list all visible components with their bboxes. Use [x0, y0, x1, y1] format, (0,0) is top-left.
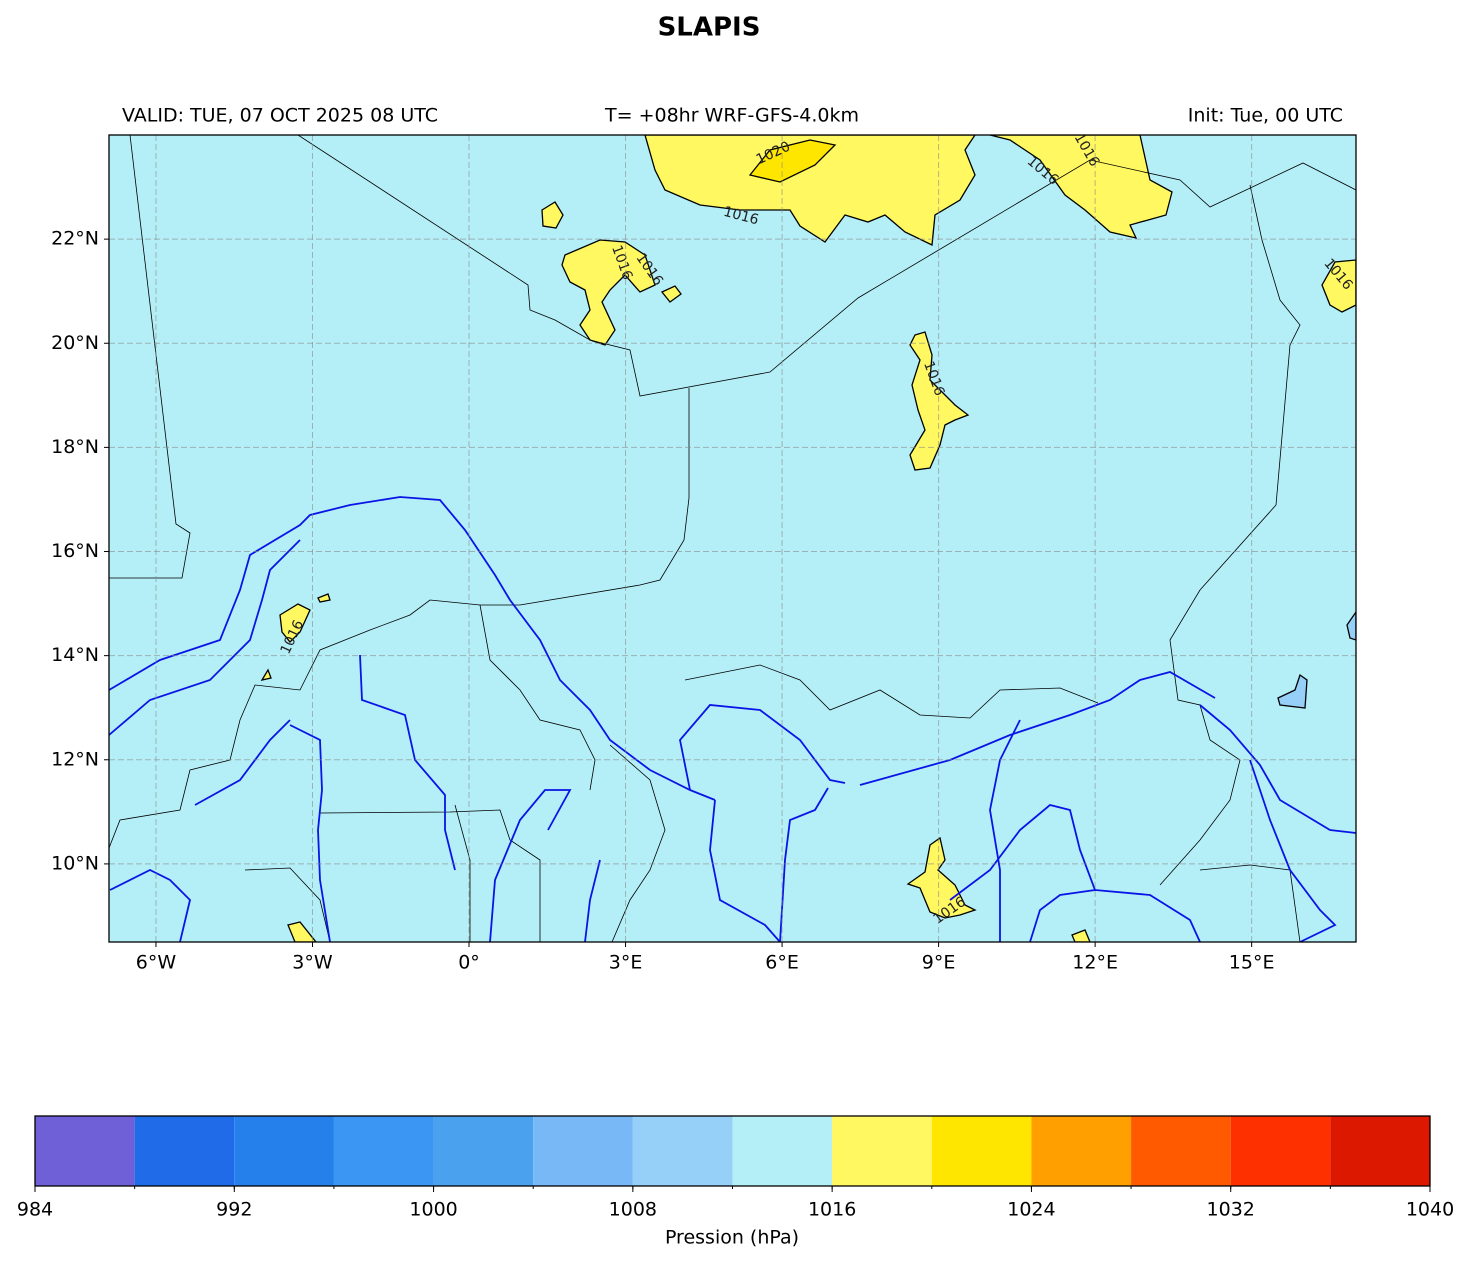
map-background	[109, 135, 1356, 942]
lon-tick-label: 12°E	[1072, 952, 1118, 974]
colorbar-bin	[234, 1116, 334, 1186]
colorbar-tick-label: 1040	[1406, 1199, 1454, 1221]
colorbar-bin	[1031, 1116, 1132, 1186]
colorbar-tick-label: 1016	[808, 1199, 856, 1221]
lat-tick-label: 22°N	[51, 228, 99, 250]
lat-tick-label: 16°N	[51, 540, 99, 562]
colorbar-bin	[732, 1116, 833, 1186]
lon-tick-label: 3°W	[292, 952, 333, 974]
lat-tick-label: 12°N	[51, 748, 99, 770]
colorbar-bin	[632, 1116, 733, 1186]
title: SLAPIS	[658, 13, 761, 43]
lon-tick-label: 3°E	[609, 952, 643, 974]
colorbar-bin	[1131, 1116, 1231, 1186]
lat-tick-label: 18°N	[51, 436, 99, 458]
init-time: Init: Tue, 00 UTC	[1188, 105, 1343, 127]
map-frame	[108, 134, 1357, 943]
colorbar-tick-label: 1032	[1207, 1199, 1255, 1221]
colorbar-bin	[533, 1116, 633, 1186]
lat-tick-label: 14°N	[51, 644, 99, 666]
lat-tick-label: 10°N	[51, 852, 99, 874]
valid-time: VALID: TUE, 07 OCT 2025 08 UTC	[122, 105, 438, 127]
lon-tick-label: 15°E	[1229, 952, 1275, 974]
colorbar-bin	[931, 1116, 1032, 1186]
colorbar-tick-label: 992	[216, 1199, 252, 1221]
colorbar-tick-label: 1008	[609, 1199, 657, 1221]
lon-tick-label: 0°	[458, 952, 480, 974]
colorbar-bin	[832, 1116, 932, 1186]
colorbar-label: Pression (hPa)	[665, 1227, 799, 1249]
colorbar-bin	[35, 1116, 135, 1186]
colorbar-tick-label: 1000	[409, 1199, 457, 1221]
run-info: T= +08hr WRF-GFS-4.0km	[604, 105, 859, 127]
map-layer: 1020 1016 1016 1016 1016 1016 1016 1016 …	[109, 135, 1356, 942]
colorbar-tick-label: 984	[17, 1199, 53, 1221]
colorbar-tick-label: 1024	[1007, 1199, 1055, 1221]
colorbar-bin	[1230, 1116, 1331, 1186]
lon-tick-label: 9°E	[922, 952, 956, 974]
graticule	[109, 135, 1356, 942]
colorbar-bin	[134, 1116, 235, 1186]
colorbar-bin	[1330, 1116, 1430, 1186]
lon-tick-label: 6°E	[765, 952, 799, 974]
lat-tick-label: 20°N	[51, 332, 99, 354]
colorbar-bin	[333, 1116, 434, 1186]
lon-tick-label: 6°W	[136, 952, 177, 974]
colorbar-bin	[433, 1116, 534, 1186]
